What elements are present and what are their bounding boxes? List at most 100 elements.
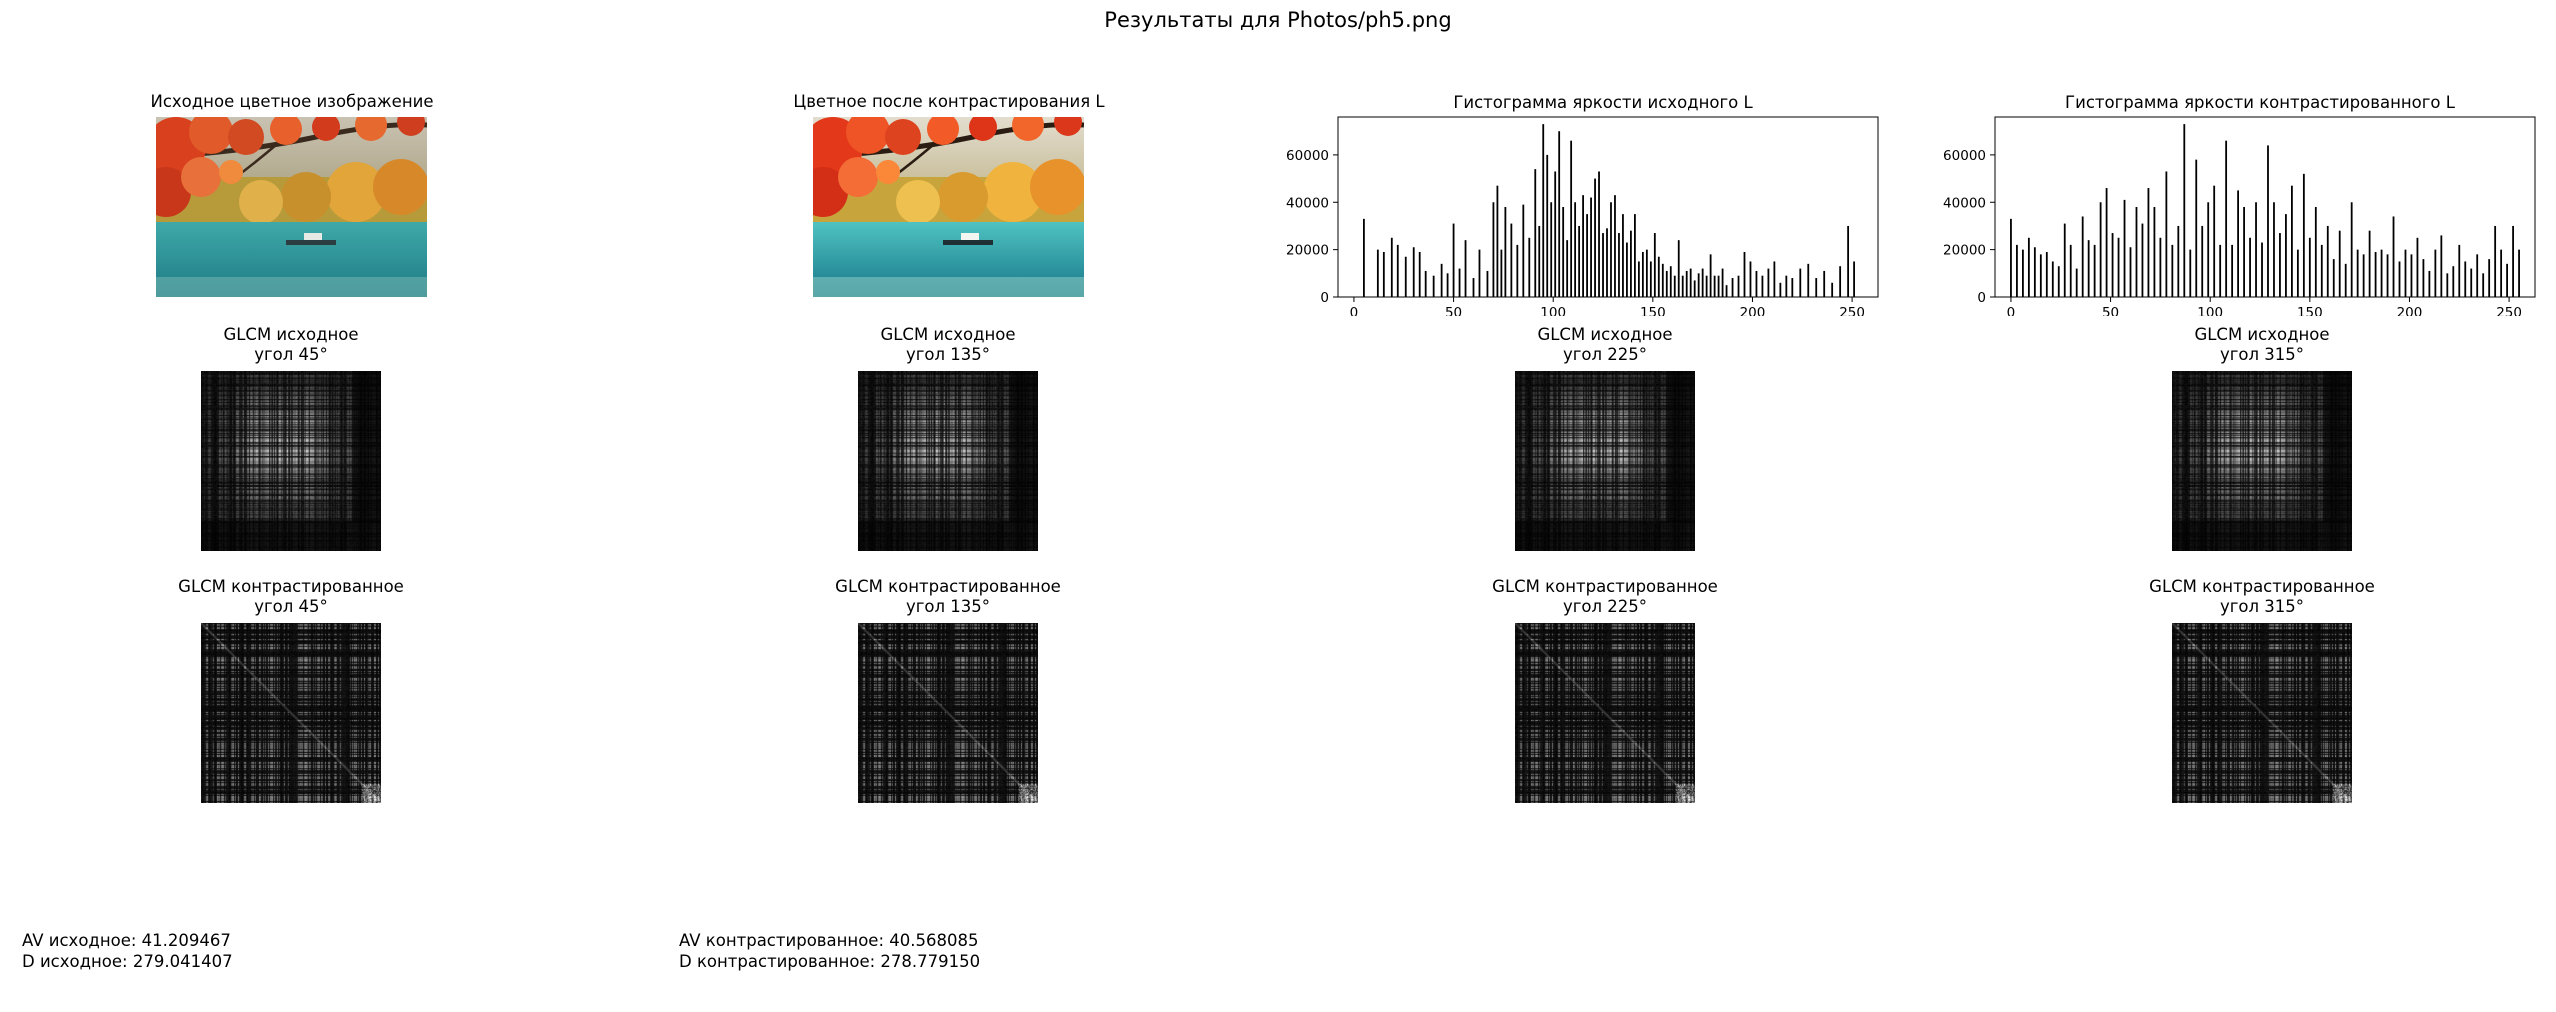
original-color-image bbox=[156, 117, 427, 297]
histogram-bar bbox=[1390, 237, 1393, 297]
histogram-bar bbox=[1791, 278, 1794, 297]
histogram-bar bbox=[2105, 188, 2108, 297]
histogram-bar bbox=[2506, 263, 2508, 297]
histogram-bar bbox=[1446, 273, 1449, 297]
glcm-original-225-title: GLCM исходное угол 225° bbox=[1455, 325, 1755, 365]
histogram-bar bbox=[1645, 249, 1648, 297]
glcm-angle-label: угол 45° bbox=[254, 597, 328, 616]
original-image-title: Исходное цветное изображение bbox=[150, 92, 434, 111]
histogram-bar bbox=[2153, 207, 2156, 297]
histogram-bar bbox=[2243, 207, 2245, 297]
histogram-bar bbox=[2362, 254, 2365, 297]
histogram-bar bbox=[1697, 273, 1700, 297]
histogram-bar bbox=[1701, 268, 1704, 297]
histogram-bar bbox=[1478, 249, 1481, 297]
histogram-bar bbox=[1689, 268, 1692, 297]
histogram-bar bbox=[2398, 261, 2401, 297]
histogram-bar bbox=[2022, 249, 2024, 297]
histogram-bar bbox=[2374, 252, 2377, 297]
histogram-bar bbox=[1558, 131, 1561, 297]
histogram-bar bbox=[2207, 202, 2210, 297]
histogram-bar bbox=[2500, 249, 2503, 297]
stats-contrasted-d: D контрастированное: 278.779150 bbox=[679, 952, 981, 971]
contrasted-image-title: Цветное после контрастирования L bbox=[793, 92, 1105, 111]
histogram-bar bbox=[2279, 233, 2281, 297]
histogram-bar bbox=[1582, 195, 1584, 297]
histogram-bar bbox=[2392, 216, 2395, 297]
histogram-bar bbox=[2093, 244, 2096, 297]
histogram-bar bbox=[2302, 173, 2305, 297]
histogram-bar bbox=[1785, 275, 1788, 297]
glcm-original-225-image bbox=[1515, 371, 1695, 551]
y-tick-label: 60000 bbox=[1943, 148, 1986, 164]
histogram-bar bbox=[1641, 252, 1644, 297]
histogram-bar bbox=[1396, 244, 1399, 297]
histogram-bar bbox=[1721, 268, 1724, 297]
histogram-bar bbox=[2291, 185, 2293, 297]
histogram-bar bbox=[1693, 280, 1696, 297]
histogram-bar bbox=[2482, 273, 2485, 297]
x-tick-label: 0 bbox=[2007, 305, 2016, 316]
x-tick-label: 100 bbox=[2197, 305, 2223, 316]
histogram-bar bbox=[2440, 235, 2443, 297]
histogram-bar bbox=[2452, 266, 2455, 297]
glcm-matrix-canvas bbox=[2172, 371, 2352, 551]
y-tick-label: 20000 bbox=[1943, 243, 1986, 259]
histogram-bar bbox=[2081, 216, 2084, 297]
histogram-bar bbox=[2273, 202, 2275, 297]
histogram-bar bbox=[1725, 285, 1728, 297]
glcm-angle-label: угол 225° bbox=[1562, 597, 1648, 616]
histogram-bar bbox=[1528, 237, 1531, 297]
histogram-bar bbox=[1516, 244, 1519, 297]
histogram-bar bbox=[1546, 154, 1549, 297]
histogram-bar bbox=[2123, 199, 2126, 297]
glcm-original-label: GLCM исходное bbox=[1537, 325, 1673, 344]
histogram-bar bbox=[1472, 278, 1475, 297]
glcm-contrasted-label: GLCM контрастированное bbox=[1492, 577, 1718, 596]
histogram-bar bbox=[1554, 171, 1557, 297]
histogram-bar bbox=[2404, 249, 2407, 297]
y-tick-label: 60000 bbox=[1286, 148, 1329, 164]
histogram-bar bbox=[2368, 230, 2371, 297]
histogram-bar bbox=[1363, 218, 1365, 297]
histogram-bar bbox=[1799, 268, 1802, 297]
histogram-bar bbox=[1815, 278, 1818, 297]
histogram-bar bbox=[1418, 252, 1421, 297]
histogram-bar bbox=[1634, 214, 1636, 297]
histogram-bar bbox=[1610, 202, 1612, 297]
histogram-bar bbox=[2225, 140, 2228, 297]
glcm-contrasted-45-image bbox=[201, 623, 381, 803]
histogram-bar bbox=[2177, 225, 2180, 297]
histogram-bar bbox=[1669, 266, 1672, 297]
histogram-bar bbox=[2494, 225, 2497, 297]
histogram-bar bbox=[1594, 178, 1596, 297]
histogram-bar bbox=[2135, 207, 2138, 297]
plot-frame bbox=[1337, 116, 1879, 298]
histogram-bar bbox=[2201, 225, 2204, 297]
histogram-bar bbox=[2189, 249, 2192, 297]
histogram-bar bbox=[1677, 240, 1680, 297]
histogram-bar bbox=[2296, 249, 2299, 297]
histogram-bar bbox=[1737, 275, 1740, 297]
x-tick-label: 50 bbox=[2102, 305, 2119, 316]
y-tick-label: 40000 bbox=[1286, 195, 1329, 211]
glcm-matrix-canvas bbox=[2172, 623, 2352, 803]
histogram-bar bbox=[1382, 252, 1385, 297]
histogram-bar bbox=[1496, 185, 1499, 297]
histogram-bar bbox=[1673, 275, 1676, 297]
histogram-bar bbox=[1649, 261, 1652, 297]
histogram-bar bbox=[2213, 185, 2216, 297]
y-tick-label: 20000 bbox=[1286, 243, 1329, 259]
histogram-bar bbox=[1743, 252, 1746, 297]
histogram-bar bbox=[1562, 207, 1565, 297]
histogram-bar bbox=[1622, 214, 1624, 297]
histogram-bar bbox=[2386, 254, 2389, 297]
histogram-bar bbox=[1626, 242, 1628, 297]
stats-original-av: AV исходное: 41.209467 bbox=[22, 931, 231, 950]
glcm-original-135-title: GLCM исходное угол 135° bbox=[798, 325, 1098, 365]
stats-original: AV исходное: 41.209467 D исходное: 279.0… bbox=[22, 930, 233, 972]
histogram-bar bbox=[2470, 268, 2473, 297]
histogram-bar bbox=[1550, 202, 1553, 297]
histogram-bar bbox=[2063, 223, 2066, 297]
histogram-bar bbox=[1570, 140, 1573, 297]
